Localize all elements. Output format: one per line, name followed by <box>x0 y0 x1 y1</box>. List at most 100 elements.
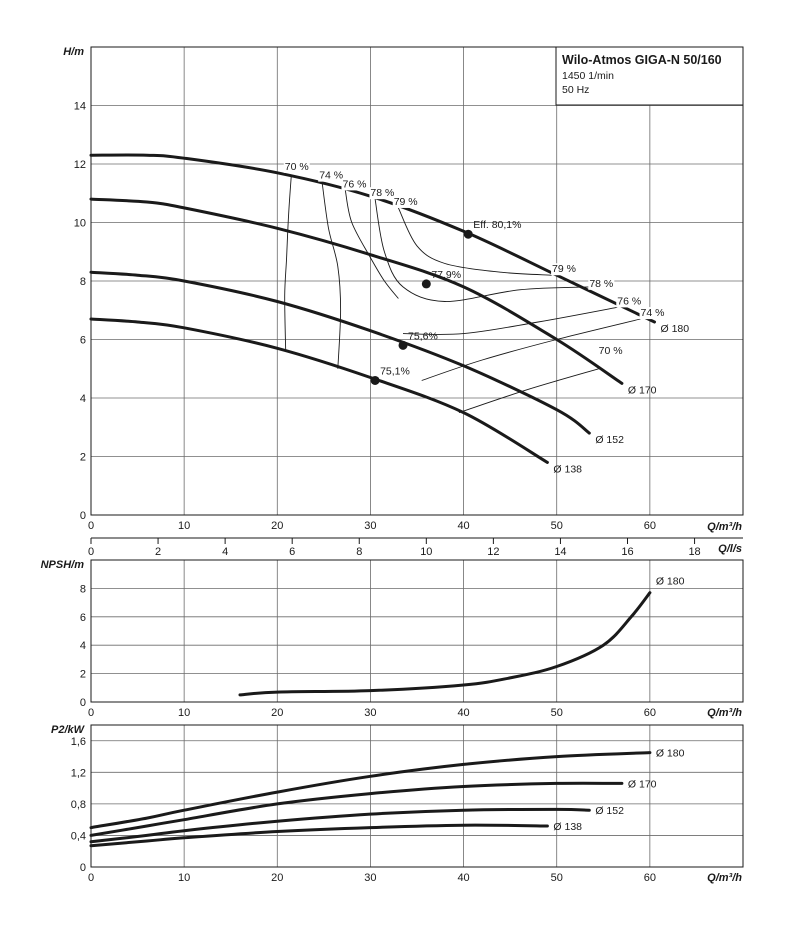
head-curve-152 <box>89 270 591 435</box>
efficiency-label-bg-8 <box>639 307 666 320</box>
npsh-y-tick-2: 4 <box>80 640 86 652</box>
efficiency-label-9: 70 % <box>599 345 623 357</box>
head-x-tick-40: 40 <box>457 520 469 532</box>
head-x-tick-0: 0 <box>88 520 94 532</box>
bep-point-77-9 <box>421 279 431 289</box>
power-x-axis-label: Q/m³/h <box>707 872 742 884</box>
power-curve-152 <box>89 807 591 844</box>
head-curve-label-170: Ø 170 <box>628 384 657 396</box>
bep-label-75-1: 75,1% <box>380 365 410 377</box>
power-curve-138 <box>89 823 549 848</box>
title-box <box>555 46 744 106</box>
npsh-curve-180 <box>238 591 652 697</box>
bep-point-75-1 <box>370 375 380 385</box>
efficiency-label-bg-2 <box>341 178 368 191</box>
npsh-x-tick-10: 10 <box>178 707 190 719</box>
head-curves: Ø 180 Ø 170 Ø 152 Ø 138 <box>89 153 690 475</box>
ls-tick-6: 6 <box>289 546 295 558</box>
power-curve-label-180: Ø 180 <box>656 748 685 760</box>
power-x-tick-30: 30 <box>364 872 376 884</box>
efficiency-label-4: 79 % <box>394 196 418 208</box>
efficiency-labels: 70 %74 %76 %78 %79 %79 %78 %76 %74 %70 % <box>283 160 666 358</box>
power-curve-label-138: Ø 138 <box>553 821 582 833</box>
bep-point-eff-80-1 <box>463 229 473 239</box>
ls-tick-2: 2 <box>155 546 161 558</box>
power-curve-180 <box>89 751 652 830</box>
npsh-tick-labels: 0 10 20 30 40 50 60 0 2 4 6 8 <box>80 583 656 719</box>
npsh-x-tick-40: 40 <box>457 707 469 719</box>
ls-tick-8: 8 <box>356 546 362 558</box>
power-x-tick-50: 50 <box>551 872 563 884</box>
npsh-plot-frame <box>90 559 744 703</box>
power-x-tick-20: 20 <box>271 872 283 884</box>
efficiency-label-bg-6 <box>588 277 615 290</box>
npsh-grid <box>91 560 743 702</box>
head-y-tick-3: 6 <box>80 335 86 347</box>
npsh-x-tick-60: 60 <box>644 707 656 719</box>
power-y-tick-0: 0 <box>80 862 86 874</box>
iso-70-right <box>458 368 599 414</box>
iso-70-left <box>284 175 292 352</box>
head-x-tick-20: 20 <box>271 520 283 532</box>
power-y-tick-1: 0,4 <box>71 830 86 842</box>
npsh-curve-label-180: Ø 180 <box>656 576 685 588</box>
efficiency-label-7: 76 % <box>617 295 641 307</box>
bep-point-75-6 <box>398 340 408 350</box>
flow-ls-axis: 0 2 4 6 8 10 12 14 16 18 Q/l/s <box>88 537 743 558</box>
efficiency-iso-curves <box>284 175 641 414</box>
ls-tick-18: 18 <box>688 546 700 558</box>
power-tick-labels: 0 10 20 30 40 50 60 0 0,4 0,8 1,2 1,6 <box>71 736 656 884</box>
npsh-x-axis-label: Q/m³/h <box>707 707 742 719</box>
efficiency-label-6: 78 % <box>589 278 613 290</box>
flow-ls-axis-label: Q/l/s <box>718 543 742 555</box>
head-y-tick-5: 10 <box>74 218 86 230</box>
head-panel: 0 10 20 30 40 50 60 0 2 4 6 8 10 12 14 H/m Q/m³/h Ø 18… <box>63 46 744 533</box>
efficiency-label-2: 76 % <box>342 178 366 190</box>
power-curves: Ø 180 Ø 170 Ø 152 Ø 138 <box>89 748 685 848</box>
head-y-tick-0: 0 <box>80 510 86 522</box>
power-y-tick-4: 1,6 <box>71 736 86 748</box>
npsh-panel: 0 10 20 30 40 50 60 0 2 4 6 8 NPSH/m Q/m³/h Ø 180 <box>41 559 744 719</box>
npsh-y-tick-3: 6 <box>80 612 86 624</box>
head-curve-label-180: Ø 180 <box>661 323 690 335</box>
flow-ls-tick-labels: 0 2 4 6 8 10 12 14 16 18 <box>88 538 701 558</box>
iso-74-right <box>421 318 641 381</box>
efficiency-label-bg-5 <box>551 263 578 276</box>
efficiency-label-3: 78 % <box>370 187 394 199</box>
ls-tick-12: 12 <box>487 546 499 558</box>
power-x-tick-0: 0 <box>88 872 94 884</box>
iso-74-left <box>321 181 342 369</box>
head-plot-frame <box>90 46 744 516</box>
npsh-x-tick-30: 30 <box>364 707 376 719</box>
npsh-x-tick-0: 0 <box>88 707 94 719</box>
iso-76-right <box>402 306 618 335</box>
npsh-y-tick-0: 0 <box>80 697 86 709</box>
efficiency-label-bg-7 <box>616 295 643 308</box>
power-y-tick-2: 0,8 <box>71 799 86 811</box>
bep-label-75-6: 75,6% <box>408 330 438 342</box>
head-curve-label-138: Ø 138 <box>553 463 582 475</box>
head-y-tick-2: 4 <box>80 393 86 405</box>
npsh-y-tick-4: 8 <box>80 583 86 595</box>
title-box-title: Wilo-Atmos GIGA-N 50/160 <box>562 53 722 67</box>
head-curve-180 <box>89 153 656 324</box>
efficiency-label-bg-1 <box>318 169 345 182</box>
efficiency-label-bg-4 <box>392 195 419 208</box>
power-curve-label-152: Ø 152 <box>595 805 624 817</box>
title-box-speed: 1450 1/min <box>562 70 614 82</box>
ls-tick-14: 14 <box>554 546 566 558</box>
efficiency-label-1: 74 % <box>319 170 343 182</box>
efficiency-label-8: 74 % <box>641 307 665 319</box>
bep-label-77-9: 77,9% <box>431 269 461 281</box>
power-grid <box>91 725 743 867</box>
power-curve-label-170: Ø 170 <box>628 778 657 790</box>
head-y-axis-label: H/m <box>63 46 84 58</box>
head-curve-138 <box>89 317 549 464</box>
head-x-tick-30: 30 <box>364 520 376 532</box>
npsh-x-tick-50: 50 <box>551 707 563 719</box>
power-x-tick-60: 60 <box>644 872 656 884</box>
bep-points: Eff. 80,1% 77,9% 75,6% 75,1% <box>370 219 521 385</box>
power-x-tick-40: 40 <box>457 872 469 884</box>
head-curve-170 <box>89 197 624 385</box>
